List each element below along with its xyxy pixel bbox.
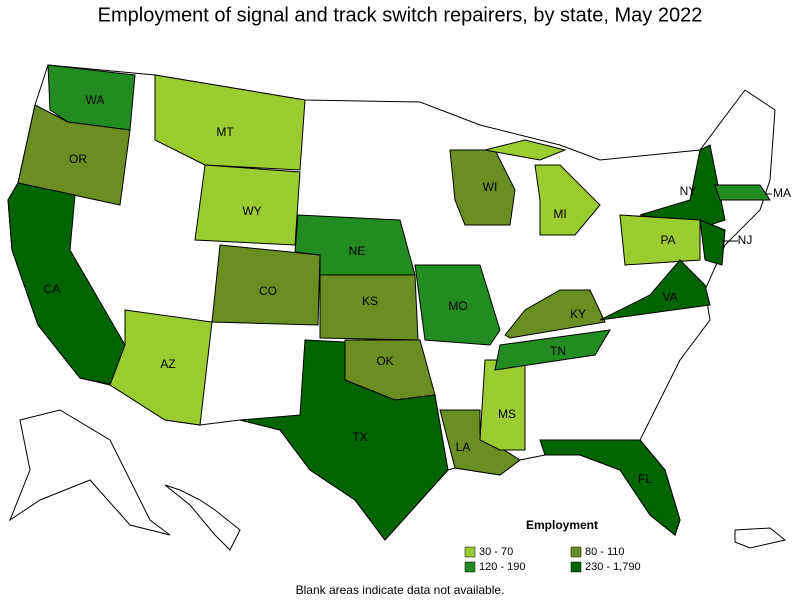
- state-label: NE: [349, 244, 366, 258]
- legend-swatch: [464, 561, 476, 573]
- legend-swatch: [570, 546, 582, 558]
- state-label: CA: [44, 282, 61, 296]
- state-shape: [109, 309, 213, 426]
- state-label: WA: [86, 93, 105, 107]
- legend-swatch: [464, 546, 476, 558]
- state-shape: [439, 409, 521, 476]
- state-label: KY: [570, 307, 586, 321]
- legend-title: Employment: [526, 518, 598, 532]
- state-label: AZ: [160, 357, 175, 371]
- state-label: PA: [660, 233, 675, 247]
- state-label: VA: [662, 290, 677, 304]
- state-label: TN: [550, 344, 566, 358]
- puerto-rico: [734, 527, 787, 549]
- state-label: OK: [376, 354, 393, 368]
- state-shape: [699, 219, 726, 266]
- title: Employment of signal and track switch re…: [98, 4, 703, 26]
- state-shape: [599, 259, 711, 321]
- legend-label: 120 - 190: [479, 561, 525, 573]
- state-label: MO: [448, 299, 467, 313]
- state-shape: [211, 244, 321, 326]
- state-label: MI: [553, 207, 566, 221]
- hawaii: [164, 484, 241, 551]
- state-shape: [484, 139, 567, 161]
- state-label: OR: [69, 152, 87, 166]
- state-shape: [539, 439, 681, 536]
- state-label: NY: [680, 184, 697, 198]
- state-shape: [494, 329, 611, 371]
- legend-label: 80 - 110: [585, 546, 625, 558]
- legend: Employment 30 - 70 80 - 110 120 - 190 230 -…: [464, 518, 641, 573]
- legend-label: 230 - 1,790: [585, 561, 641, 573]
- state-shape: [479, 359, 526, 451]
- alaska: [8, 409, 171, 536]
- state-shape: [7, 182, 126, 386]
- state-label: WY: [242, 204, 261, 218]
- state-label: MT: [216, 125, 234, 139]
- state-shape: [534, 164, 601, 236]
- state-shape: [239, 339, 449, 541]
- state-label: MA: [773, 186, 791, 200]
- state-shape: [619, 214, 701, 266]
- state-shape: [504, 289, 606, 339]
- state-labels: WA OR CA MT WY CO AZ NE KS OK TX MO LA MS TN KY WI MI NY PA…: [44, 93, 791, 486]
- state-shape: [194, 164, 301, 246]
- state-label: NJ: [738, 233, 753, 247]
- state-label: LA: [456, 440, 471, 454]
- state-shape: [714, 184, 771, 201]
- state-label: WI: [483, 180, 498, 194]
- state-shape: [414, 264, 501, 346]
- legend-label: 30 - 70: [479, 546, 513, 558]
- state-label: FL: [638, 472, 652, 486]
- legend-swatch: [570, 561, 582, 573]
- state-label: MS: [498, 407, 516, 421]
- footnote: Blank areas indicate data not available.: [296, 583, 505, 597]
- state-label: CO: [259, 284, 277, 298]
- state-label: TX: [352, 430, 367, 444]
- state-label: KS: [362, 294, 378, 308]
- state-shape: [17, 104, 131, 206]
- state-shape: [154, 74, 306, 171]
- states: [7, 64, 771, 541]
